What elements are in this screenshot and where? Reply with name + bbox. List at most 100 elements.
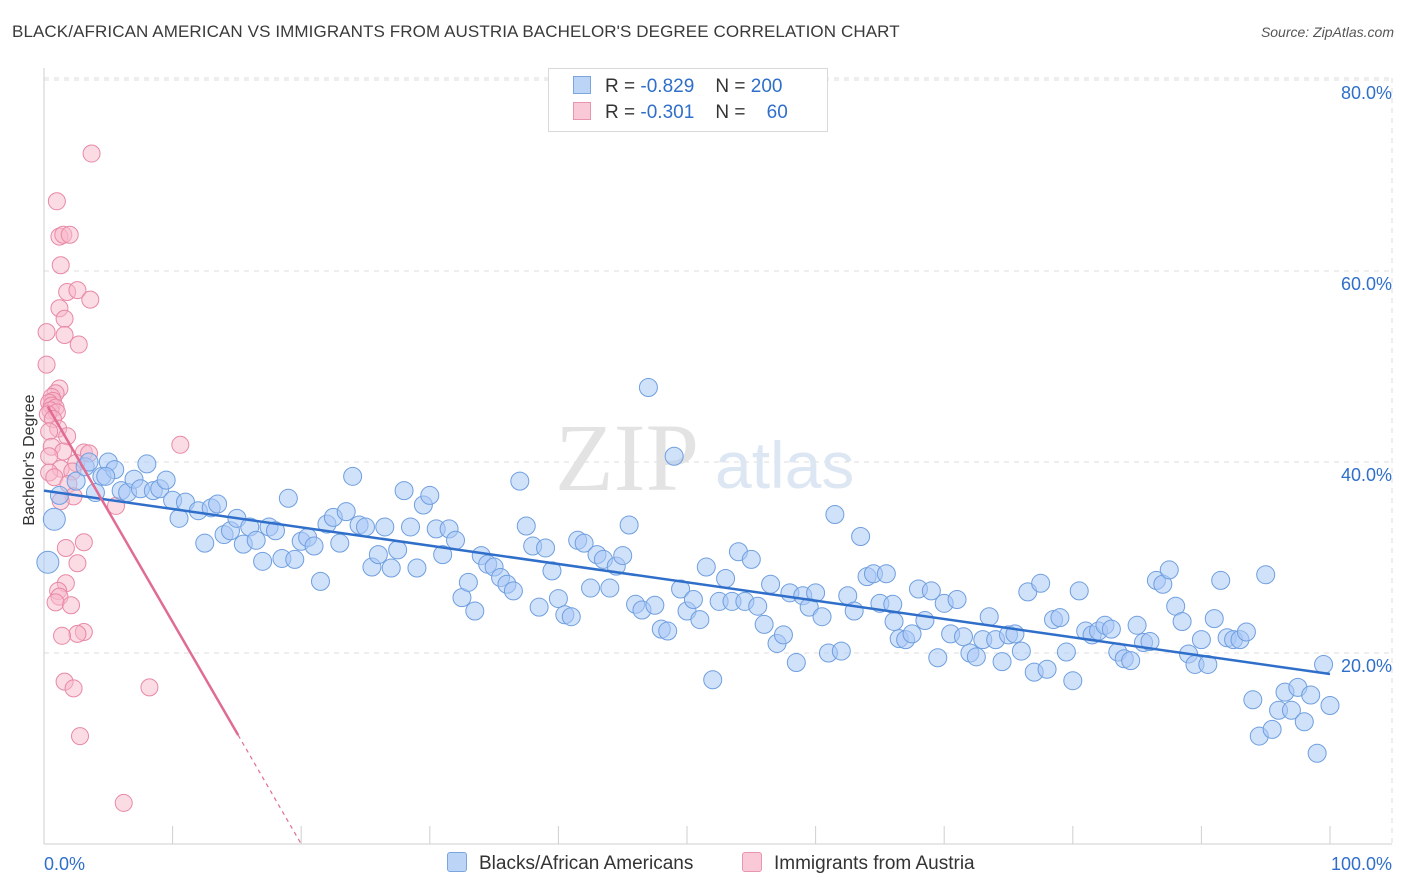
blacks-point [1211,570,1231,590]
blacks-point [96,466,116,486]
blacks-point [336,502,356,522]
blacks-point [1050,608,1070,628]
austria-trend-line [46,405,240,736]
legend-n-value: 200 [750,76,783,97]
austria-point [140,678,159,697]
blacks-point [1307,743,1327,763]
y-tick-label: 40.0% [1341,465,1392,485]
blacks-point [330,533,350,553]
blacks-point [381,558,401,578]
blacks-point [1101,619,1121,639]
blacks-point [278,488,298,508]
austria-point [51,256,70,275]
austria-point [68,554,87,573]
blacks-point [613,546,633,566]
austria-point [68,281,87,300]
blacks-point [1262,719,1282,739]
bottom-legend-blacks: Blacks/African Americans [447,852,693,875]
blacks-point [947,590,967,610]
bottom-legend-austria: Immigrants from Austria [742,852,975,875]
blacks-point [1031,573,1051,593]
blacks-point [683,590,703,610]
austria-point [69,335,88,354]
legend-r-label: R = [605,76,636,97]
blacks-point [581,578,601,598]
y-tick-label: 20.0% [1341,656,1392,676]
tick-labels: 20.0% 40.0% 60.0% 80.0% 0.0% 100.0% [44,83,1392,874]
blacks-point [831,641,851,661]
source-label: Source: ZipAtlas.com [1260,24,1394,40]
blacks-point [851,526,871,546]
legend-r-value: -0.301 [640,102,695,123]
blacks-point [36,550,60,574]
blacks-point [645,595,665,615]
legend-row-blacks: R = -0.829 N = 200 [573,76,782,100]
blacks-point [1301,685,1321,705]
blacks-point [503,581,523,601]
blacks-point [368,545,388,565]
blacks-point [195,533,215,553]
austria-point [82,144,101,163]
blacks-point [548,589,568,609]
blacks-point [304,536,324,556]
watermark-atlas: atlas [715,428,854,502]
blacks-point [928,648,948,668]
austria-point [56,538,75,557]
legend-n-label: N = [715,102,746,123]
blacks-point [529,597,549,617]
austria-point [71,727,90,746]
blacks-point [1320,696,1340,716]
x-tick-label: 0.0% [44,854,85,874]
blacks-point [375,517,395,537]
blacks-point [761,574,781,594]
y-tick-label: 80.0% [1341,83,1392,103]
blacks-point [741,549,761,569]
austria-point [40,422,59,441]
austria-point [55,309,74,328]
blacks-african-americans-points [36,378,1340,763]
blacks-point [658,621,678,641]
blacks-point [992,652,1012,672]
austria-point [46,593,65,612]
blacks-point [156,470,176,490]
austria-point [55,325,74,344]
blacks-point [42,507,66,531]
blacks-point [786,653,806,673]
blacks-point [1243,690,1263,710]
blacks-point [510,471,530,491]
blacks-point [1294,712,1314,732]
blacks-point [1011,641,1031,661]
blacks-point [574,533,594,553]
blacks-point [66,471,86,491]
blacks-point [876,564,896,584]
blacks-point [1140,632,1160,652]
austria-point [47,192,66,211]
blacks-point [638,378,658,398]
blacks-point [716,569,736,589]
chart-title: BLACK/AFRICAN AMERICAN VS IMMIGRANTS FRO… [12,22,900,41]
blacks-point [343,466,363,486]
blacks-point [407,558,427,578]
blacks-point [458,572,478,592]
blacks-point [812,607,832,627]
blacks-point [465,601,485,621]
bottom-legend-label: Blacks/African Americans [479,853,694,874]
blacks-point [1204,609,1224,629]
grid-lines [44,77,1393,844]
legend-n-value: 60 [766,102,788,123]
watermark: ZIP atlas [555,404,854,511]
blacks-point [1069,581,1089,601]
blacks-point [966,647,986,667]
pink-swatch-icon [742,852,762,872]
austria-point [81,290,100,309]
blacks-point [394,481,414,501]
x-tick-label: 100.0% [1331,854,1392,874]
blacks-point [1037,659,1057,679]
austria-point [74,533,93,552]
blacks-point [420,485,440,505]
blacks-point [49,485,69,505]
austria-trend-extension [237,734,302,845]
blacks-point [446,530,466,550]
blacks-point [1281,700,1301,720]
